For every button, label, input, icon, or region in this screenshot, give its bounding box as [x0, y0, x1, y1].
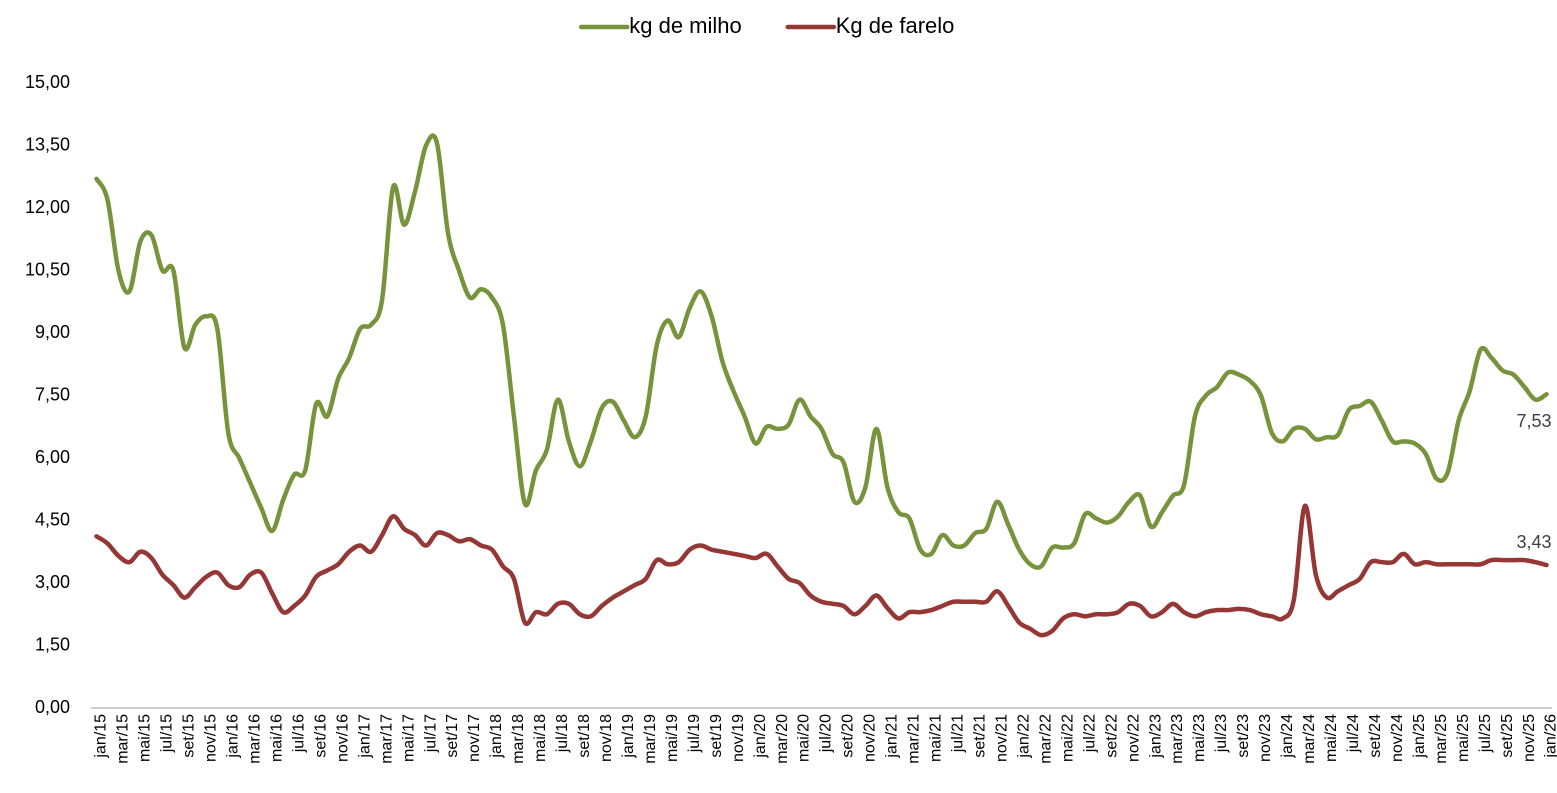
x-tick-label: nov/18	[598, 714, 615, 762]
x-tick-label: jan/25	[1411, 714, 1428, 759]
x-tick-label: jul/18	[554, 714, 571, 753]
x-tick-label: set/16	[312, 714, 329, 758]
series-line	[94, 503, 1549, 638]
x-tick-label: jul/24	[1345, 714, 1362, 753]
x-tick-label: jan/16	[225, 714, 242, 759]
x-tick-label: mai/18	[532, 714, 549, 762]
x-tick-label: mai/19	[664, 714, 681, 762]
x-tick-label: jan/19	[620, 714, 637, 759]
y-tick-label: 9,00	[35, 322, 70, 342]
x-tick-label: jan/15	[93, 714, 110, 759]
x-tick-label: set/21	[972, 714, 989, 758]
x-tick-label: mar/16	[247, 714, 264, 764]
y-tick-label: 10,50	[25, 259, 70, 279]
x-tick-label: set/18	[576, 714, 593, 758]
x-tick-label: mar/18	[510, 714, 527, 764]
x-tick-label: mai/20	[796, 714, 813, 762]
x-tick-label: mar/24	[1301, 714, 1318, 764]
y-tick-label: 3,00	[35, 572, 70, 592]
x-tick-label: jan/22	[1015, 714, 1032, 759]
x-tick-label: mar/21	[906, 714, 923, 764]
x-tick-label: mar/22	[1037, 714, 1054, 764]
x-tick-label: mar/25	[1433, 714, 1450, 764]
x-tick-label: mai/16	[268, 714, 285, 762]
x-tick-label: jul/25	[1477, 714, 1494, 753]
x-tick-label: nov/21	[993, 714, 1010, 762]
y-tick-label: 7,50	[35, 384, 70, 404]
y-tick-label: 13,50	[25, 134, 70, 154]
x-tick-label: nov/24	[1389, 714, 1406, 762]
x-tick-label: mai/25	[1455, 714, 1472, 762]
legend-label: Kg de farelo	[836, 13, 955, 38]
x-tick-label: set/24	[1367, 714, 1384, 758]
x-tick-label: mai/15	[137, 714, 154, 762]
x-tick-label: set/23	[1235, 714, 1252, 758]
y-tick-label: 15,00	[25, 72, 70, 92]
x-tick-label: mar/19	[642, 714, 659, 764]
x-tick-label: set/25	[1499, 714, 1516, 758]
x-tick-label: jul/19	[686, 714, 703, 753]
series-line	[94, 133, 1549, 570]
x-tick-label: mai/24	[1323, 714, 1340, 762]
x-tick-label: mai/22	[1059, 714, 1076, 762]
x-tick-label: jan/24	[1279, 714, 1296, 759]
legend-label: kg de milho	[629, 13, 742, 38]
x-tick-label: jan/17	[356, 714, 373, 759]
x-tick-label: mar/23	[1169, 714, 1186, 764]
y-tick-label: 0,00	[35, 697, 70, 717]
x-tick-label: nov/17	[466, 714, 483, 762]
x-tick-label: jul/20	[818, 714, 835, 753]
data-label: 7,53	[1516, 411, 1551, 431]
x-tick-label: jan/21	[884, 714, 901, 759]
x-tick-label: jul/16	[290, 714, 307, 753]
x-tick-label: mar/17	[378, 714, 395, 764]
x-tick-label: nov/16	[334, 714, 351, 762]
x-tick-label: set/17	[444, 714, 461, 758]
x-tick-label: jul/22	[1081, 714, 1098, 753]
x-tick-label: mai/17	[400, 714, 417, 762]
x-tick-label: nov/19	[730, 714, 747, 762]
x-tick-label: jul/21	[950, 714, 967, 753]
x-tick-label: mai/21	[928, 714, 945, 762]
y-tick-label: 4,50	[35, 509, 70, 529]
x-tick-label: jan/20	[752, 714, 769, 759]
x-tick-label: set/15	[181, 714, 198, 758]
x-tick-label: jan/23	[1147, 714, 1164, 759]
x-tick-label: mar/15	[115, 714, 132, 764]
y-tick-label: 6,00	[35, 447, 70, 467]
x-tick-label: set/20	[840, 714, 857, 758]
x-tick-label: nov/20	[862, 714, 879, 762]
x-tick-label: set/19	[708, 714, 725, 758]
x-tick-label: set/22	[1103, 714, 1120, 758]
x-tick-label: nov/25	[1521, 714, 1538, 762]
x-tick-label: nov/15	[203, 714, 220, 762]
x-tick-label: jul/15	[159, 714, 176, 753]
y-tick-label: 1,50	[35, 634, 70, 654]
x-tick-label: jan/26	[1543, 714, 1557, 759]
data-label: 3,43	[1516, 532, 1551, 552]
x-tick-label: nov/23	[1257, 714, 1274, 762]
x-tick-label: mar/20	[774, 714, 791, 764]
x-tick-label: jan/18	[488, 714, 505, 759]
x-tick-label: jul/17	[422, 714, 439, 753]
x-tick-label: nov/22	[1125, 714, 1142, 762]
y-tick-label: 12,00	[25, 197, 70, 217]
x-tick-label: mai/23	[1191, 714, 1208, 762]
x-tick-label: jul/23	[1213, 714, 1230, 753]
